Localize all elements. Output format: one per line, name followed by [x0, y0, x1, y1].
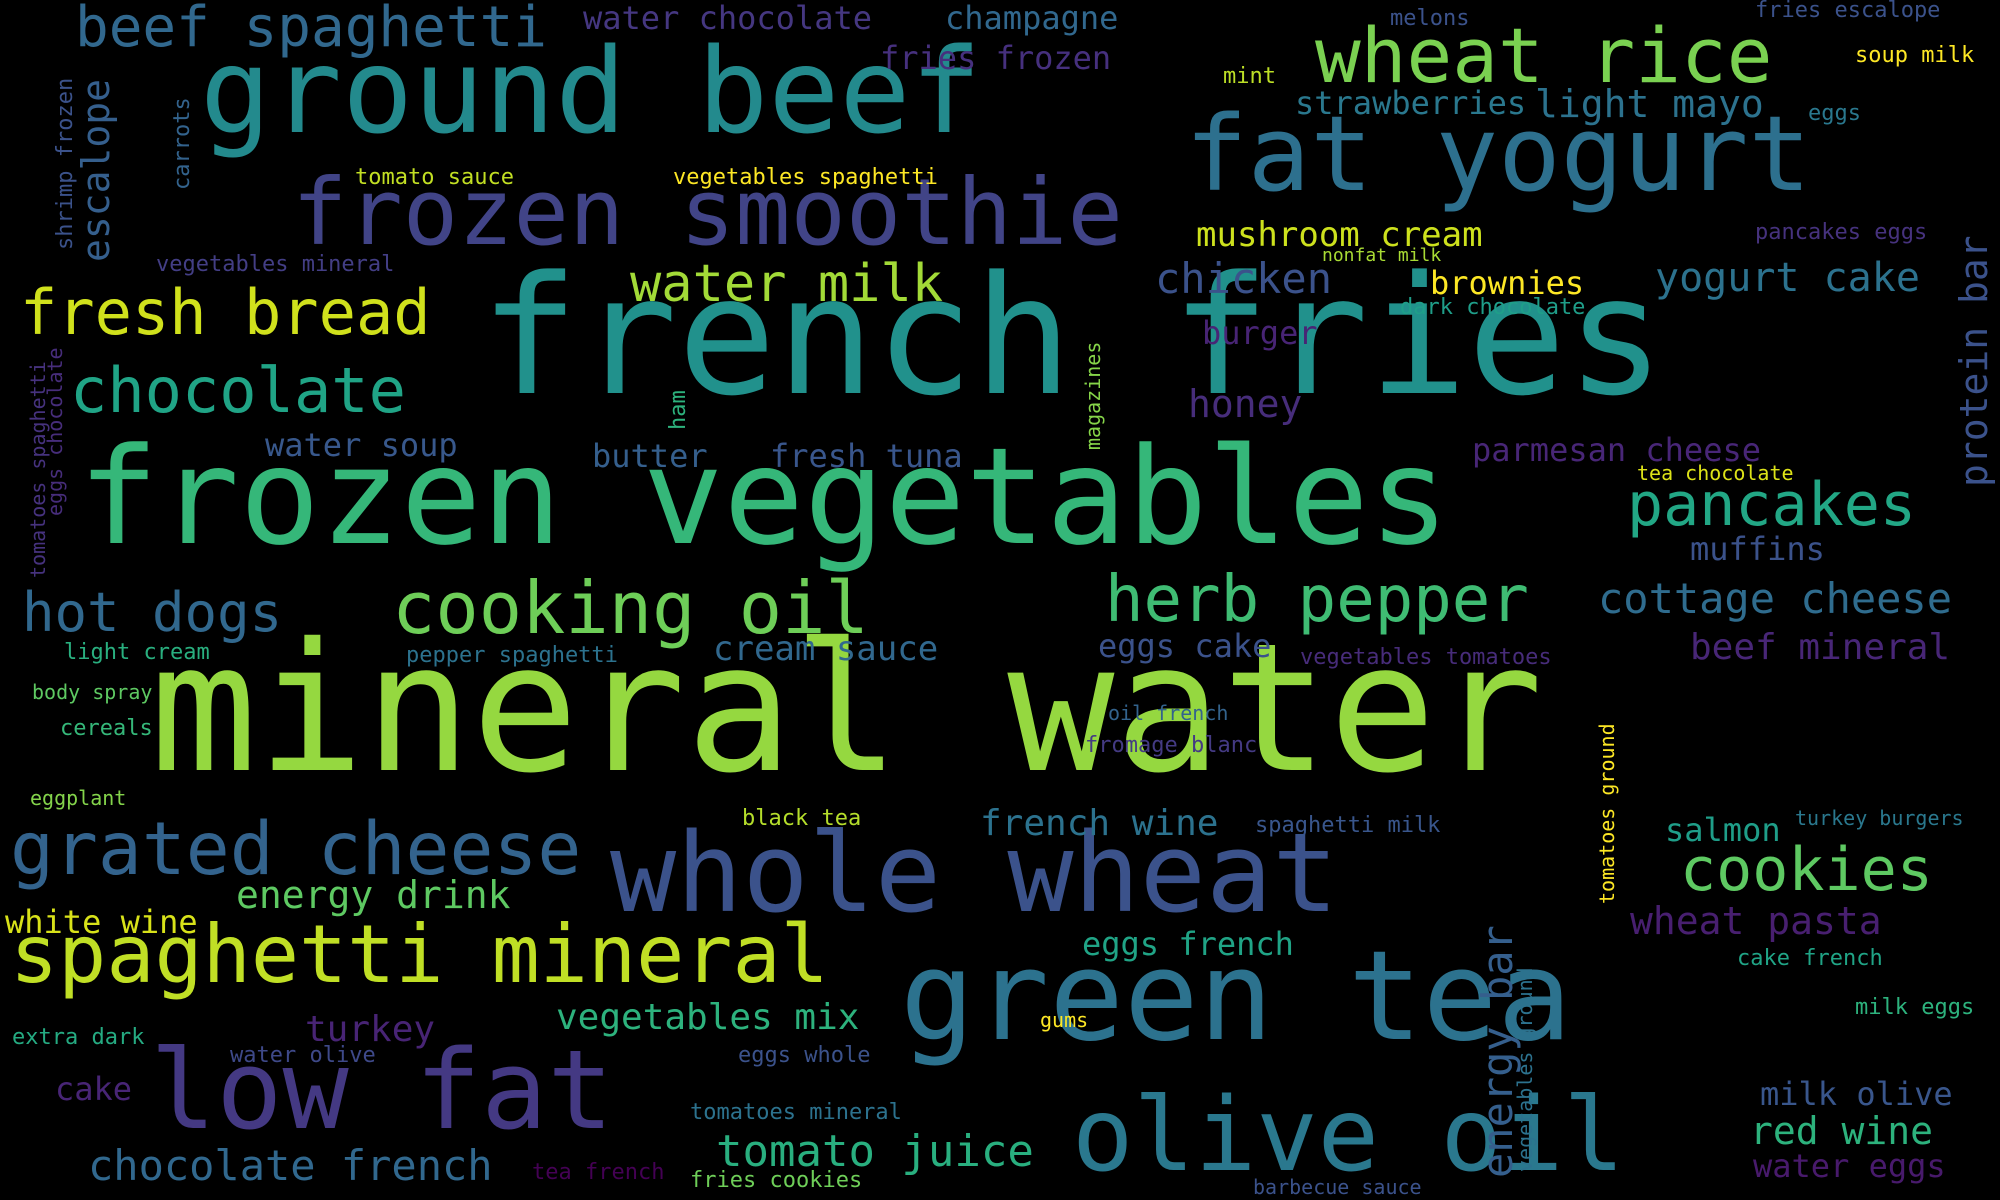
- cloud-word: beef spaghetti: [75, 0, 548, 60]
- cloud-word: eggs cake: [1098, 627, 1272, 665]
- cloud-word: energy drink: [236, 873, 511, 917]
- cloud-word: water chocolate: [583, 0, 872, 37]
- cloud-word: fresh tuna: [770, 437, 963, 475]
- cloud-word: hot dogs: [22, 581, 283, 644]
- cloud-word: herb pepper: [1105, 563, 1529, 637]
- cloud-word: water olive: [230, 1043, 376, 1068]
- cloud-word: chocolate french: [88, 1141, 493, 1190]
- cloud-word: tomato juice: [716, 1126, 1034, 1177]
- cloud-word: gums: [1040, 1008, 1089, 1032]
- cloud-word: eggs french: [1082, 925, 1294, 963]
- cloud-word: mineral water: [150, 605, 1544, 812]
- cloud-word: champagne: [945, 0, 1119, 37]
- cloud-word: vegetables mix: [556, 997, 860, 1038]
- cloud-word: tomato sauce: [355, 165, 514, 190]
- cloud-word: burger: [1202, 314, 1318, 352]
- cloud-word: beef mineral: [1690, 627, 1951, 668]
- cloud-word: wheat rice: [1315, 11, 1773, 100]
- cloud-word: olive oil: [1072, 1076, 1625, 1195]
- cloud-word: tomatoes mineral: [690, 1100, 902, 1125]
- cloud-word: grated cheese: [10, 807, 582, 892]
- cloud-word: mint: [1223, 64, 1276, 89]
- cloud-word: turkey: [305, 1009, 436, 1050]
- cloud-word: fries cookies: [690, 1168, 863, 1193]
- cloud-word: extra dark: [12, 1025, 145, 1050]
- cloud-word: cake french: [1737, 946, 1883, 971]
- cloud-word: dark chocolate: [1400, 295, 1586, 320]
- cloud-word: muffins: [1690, 530, 1825, 568]
- cloud-word: french fries: [480, 241, 1665, 432]
- cloud-word: light cream: [64, 640, 210, 665]
- cloud-word: vegetables ground: [1513, 967, 1537, 1172]
- cloud-word: cottage cheese: [1598, 574, 1953, 623]
- cloud-word: vegetables mineral: [156, 252, 395, 277]
- cloud-word: honey: [1188, 382, 1303, 426]
- cloud-word: soup milk: [1855, 43, 1975, 68]
- cloud-word: protein bar: [1952, 235, 1996, 487]
- cloud-word: spaghetti milk: [1255, 813, 1441, 838]
- cloud-word: frozen smoothie: [292, 159, 1123, 266]
- cloud-word: yogurt cake: [1655, 255, 1920, 301]
- cloud-word: carrots: [170, 97, 195, 190]
- cloud-word: vegetables tomatoes: [1300, 645, 1552, 670]
- cloud-word: pancakes eggs: [1755, 220, 1928, 245]
- cloud-word: fries escalope: [1755, 0, 1941, 23]
- cloud-word: barbecue sauce: [1253, 1175, 1422, 1199]
- cloud-word: wheat pasta: [1630, 899, 1882, 943]
- cloud-word: oil french: [1108, 701, 1229, 725]
- cloud-word: tomatoes ground: [1595, 723, 1619, 904]
- cloud-word: water soup: [265, 426, 458, 464]
- cloud-word: fries frozen: [880, 39, 1112, 77]
- cloud-word: fresh bread: [20, 276, 431, 349]
- cloud-word: cookies: [1680, 835, 1933, 905]
- cloud-word: milk olive: [1760, 1075, 1953, 1113]
- cloud-word: escalope: [74, 78, 118, 262]
- cloud-word: tea chocolate: [1637, 461, 1794, 485]
- cloud-word: tea french: [532, 1160, 665, 1185]
- cloud-word: cooking oil: [392, 566, 869, 650]
- cloud-word: eggs whole: [738, 1043, 871, 1068]
- cloud-word: eggplant: [30, 786, 127, 810]
- cloud-word: pancakes: [1627, 470, 1916, 540]
- cloud-word: magazines: [1081, 341, 1105, 450]
- cloud-word: eggs: [1808, 101, 1861, 126]
- cloud-word: melons: [1390, 6, 1470, 31]
- cloud-word: light mayo: [1535, 82, 1764, 126]
- cloud-word: cake: [55, 1070, 133, 1108]
- cloud-word: salmon: [1665, 811, 1781, 849]
- cloud-word: low fat: [150, 1026, 614, 1154]
- cloud-word: french wine: [980, 803, 1219, 844]
- cloud-word: fat yogurt: [1185, 93, 1812, 215]
- cloud-word: vegetables spaghetti: [673, 165, 938, 190]
- cloud-word: strawberries: [1295, 84, 1527, 122]
- cloud-word: turkey burgers: [1795, 806, 1964, 830]
- cloud-word: eggs chocolate: [43, 347, 67, 516]
- cloud-word: shrimp frozen: [53, 77, 78, 250]
- cloud-word: water eggs: [1753, 1147, 1946, 1185]
- cloud-word: chicken: [1155, 254, 1333, 303]
- cloud-word: butter: [592, 437, 708, 475]
- cloud-word: water milk: [630, 254, 944, 314]
- cloud-word: spaghetti mineral: [10, 908, 829, 1001]
- cloud-word: black tea: [742, 806, 862, 831]
- cloud-word: pepper spaghetti: [406, 643, 618, 668]
- cloud-word: white wine: [5, 903, 198, 941]
- cloud-word: milk eggs: [1855, 995, 1975, 1020]
- cloud-word: parmesan cheese: [1472, 431, 1761, 469]
- cloud-word: green tea: [900, 925, 1572, 1069]
- cloud-word: fromage blanc: [1085, 733, 1258, 758]
- cloud-word: cream sauce: [713, 629, 939, 669]
- cloud-word: ham: [666, 390, 691, 430]
- cloud-word: chocolate: [70, 354, 406, 427]
- cloud-word: red wine: [1750, 1109, 1934, 1153]
- cloud-word: brownies: [1430, 264, 1585, 302]
- cloud-word: whole wheat: [610, 809, 1339, 937]
- cloud-word: body spray: [32, 680, 153, 704]
- cloud-word: nonfat milk: [1322, 245, 1442, 266]
- cloud-word: ground beef: [200, 22, 982, 160]
- cloud-word: cereals: [60, 716, 153, 741]
- cloud-word: frozen vegetables: [78, 419, 1450, 575]
- cloud-word: mushroom cream: [1196, 215, 1483, 255]
